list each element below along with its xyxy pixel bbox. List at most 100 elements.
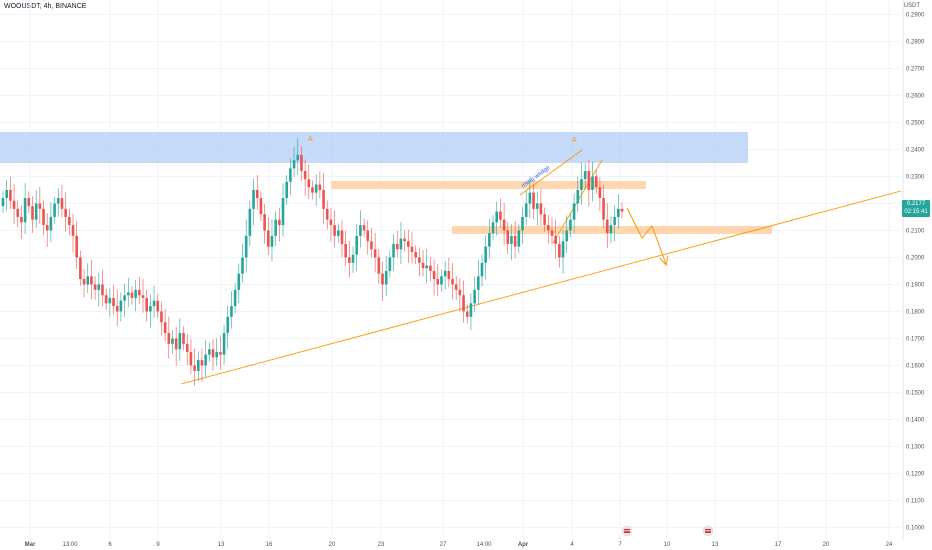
trendline-ascending [180,190,902,385]
candle-body [90,276,93,285]
candle-body [594,176,598,188]
candle-body [443,270,447,277]
resistance-zone-orange [331,181,646,189]
candle-body [130,292,134,298]
candle [465,304,469,324]
top-marker-left: A [308,136,313,143]
event-icon-right [702,525,714,537]
candle-body [64,208,67,217]
candle-body [602,198,605,220]
candle-body [101,284,104,296]
candle [31,196,34,233]
candle-body [196,360,200,371]
top-marker-right: A [572,137,577,144]
candle [502,203,506,246]
candle-body [27,198,31,207]
y-tick-label: 0.1900 [906,282,925,288]
candle [23,183,27,234]
candle [90,259,93,300]
x-tick-label: Apr [518,542,529,548]
candle-body [344,243,347,258]
candle-body [432,270,436,280]
candle-body [605,219,609,234]
candle [266,217,270,256]
candle [79,250,82,286]
candle [149,294,152,328]
candle-body [403,238,406,242]
candle [244,219,248,273]
candle [64,192,67,232]
candle-body [215,351,219,358]
y-tick-label: 0.2500 [906,120,925,126]
candle-body [447,270,451,280]
candle-body [495,211,499,223]
y-tick-label: 0.2300 [906,174,925,180]
x-tick-label: 13 [712,542,719,548]
candle [60,184,64,218]
candle-body [156,300,160,312]
candle [101,269,104,307]
y-tick-label: 0.1200 [906,471,925,477]
y-tick-label: 0.2000 [906,255,925,261]
candle [532,184,535,219]
candle-body [513,235,517,247]
candle-body [281,198,285,226]
candle [602,184,605,229]
candle [56,188,60,217]
candle [499,198,502,229]
candle [138,276,141,304]
x-tick-label: 17 [775,542,782,548]
y-tick-label: 0.2400 [906,147,925,153]
candle [75,221,78,270]
bar-countdown: 02:15:41 [904,209,928,215]
candle-body [491,222,495,234]
candle [42,200,45,236]
candle-body [539,203,543,215]
candle-body [311,187,314,193]
candle-body [336,230,340,236]
candle-body [550,230,554,236]
y-axis: 0.2900 0.2800 0.2700 0.2600 0.2500 0.2400 0.23… [902,0,925,540]
candle-body [274,219,277,236]
candle-body [561,241,565,258]
candle-body [591,176,594,190]
candle [274,211,277,246]
candle-body [506,230,510,244]
candle-body [174,338,178,350]
candle-body [112,297,115,307]
candle [82,269,86,298]
candle [392,233,395,271]
candle [189,338,193,374]
y-tick-label: 0.2600 [906,93,925,99]
candle-body [145,297,148,312]
candle-body [9,189,12,201]
x-tick-label: 13:00 [62,542,78,548]
candle [300,146,303,182]
candle-body [219,351,222,355]
candle-body [454,284,458,290]
candle [340,220,344,258]
candle-body [381,273,384,285]
candle-body [178,333,182,350]
y-tick-label: 0.1500 [906,390,925,396]
candle-body [558,243,561,258]
candle [594,169,598,194]
candle [208,342,211,362]
candle-body [270,235,274,247]
candle [292,147,296,177]
grid-layer [0,0,900,540]
candle-body [440,276,443,285]
candle-body [465,311,469,317]
candle-body [362,225,366,231]
candle [204,339,207,378]
candle-body [392,243,395,258]
candle [421,249,425,277]
candle [27,191,31,213]
candle-body [524,203,528,217]
candle-body [421,262,425,269]
candle [477,259,480,305]
candle [572,193,576,233]
candle-body [60,198,64,209]
candle [325,200,329,230]
